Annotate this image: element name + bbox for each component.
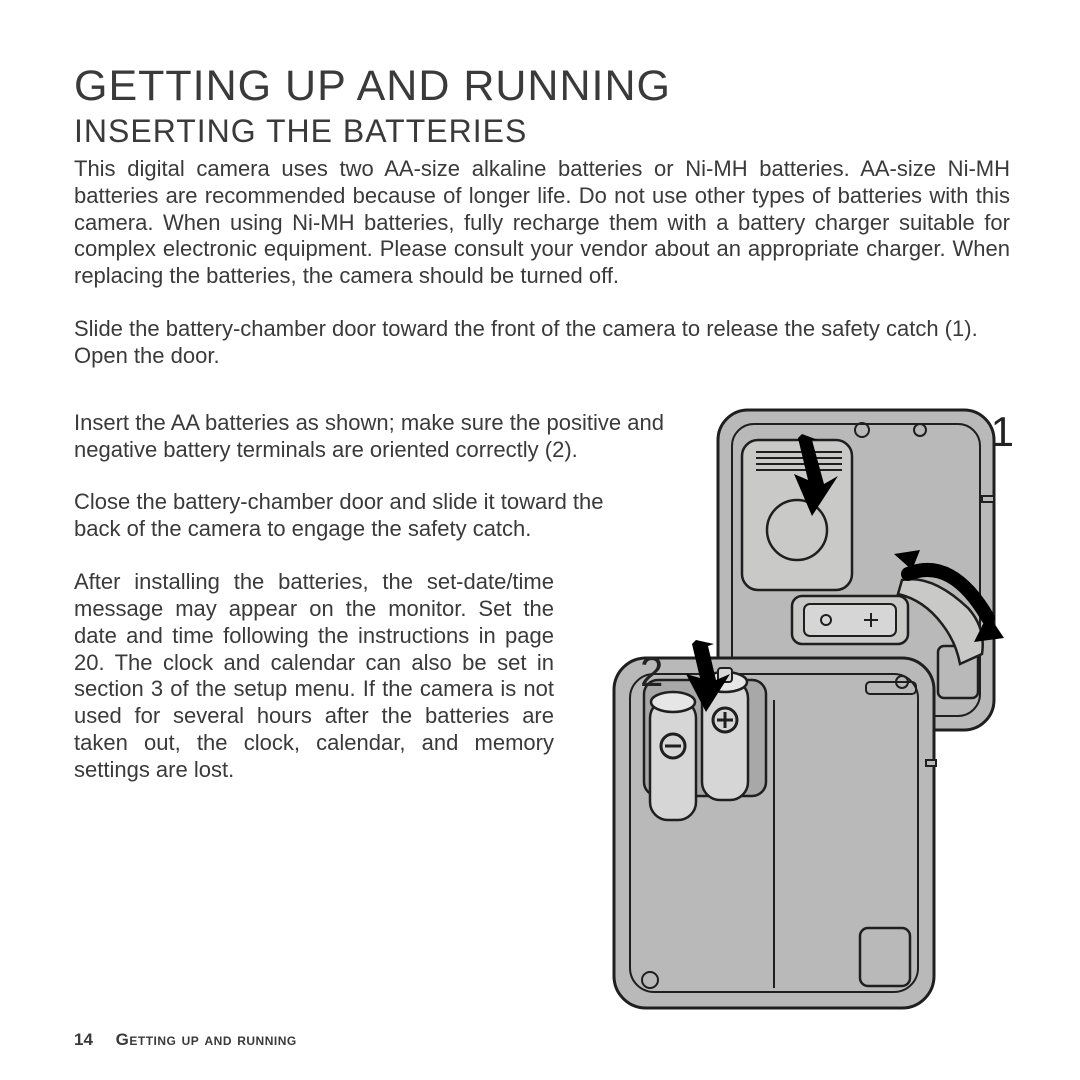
callout-1: 1 bbox=[991, 408, 1014, 456]
paragraph-1: This digital camera uses two AA-size alk… bbox=[74, 156, 1010, 290]
footer-title: Getting up and running bbox=[116, 1030, 297, 1049]
paragraph-2: Slide the battery-chamber door toward th… bbox=[74, 316, 1010, 370]
battery-insertion-diagram: 1 2 bbox=[550, 400, 1010, 1020]
page-title: GETTING UP AND RUNNING bbox=[74, 62, 1010, 111]
paragraph-5: After installing the batteries, the set-… bbox=[74, 569, 554, 784]
callout-2: 2 bbox=[640, 648, 663, 696]
page-number: 14 bbox=[74, 1030, 93, 1049]
section-subtitle: INSERTING THE BATTERIES bbox=[74, 113, 1010, 150]
battery-compartment bbox=[792, 596, 908, 644]
paragraph-4: Close the battery-chamber door and slide… bbox=[74, 489, 624, 543]
page-footer: 14 Getting up and running bbox=[74, 1030, 297, 1050]
